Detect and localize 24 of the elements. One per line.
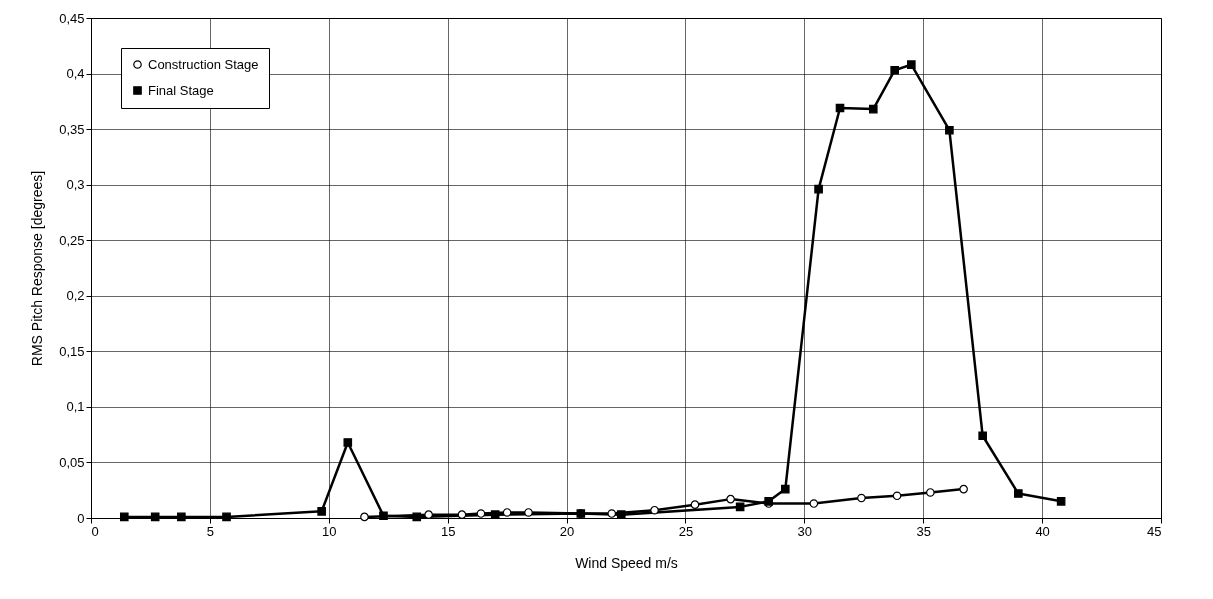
- x-tick-label: 10: [322, 523, 337, 539]
- x-tick-label: 0: [91, 523, 99, 539]
- y-tick-label: 0,45: [59, 10, 85, 26]
- y-tick-label: 0,05: [59, 454, 85, 470]
- x-axis-title: Wind Speed m/s: [575, 554, 678, 571]
- x-tick-label: 25: [678, 523, 694, 539]
- x-tick-label: 35: [916, 523, 931, 539]
- legend-label: Final Stage: [148, 82, 214, 98]
- y-tick-label: 0: [77, 510, 85, 526]
- y-tick-label: 0,4: [66, 66, 85, 82]
- y-tick-label: 0,2: [66, 288, 85, 304]
- x-tick-label: 30: [797, 523, 813, 539]
- y-tick-label: 0,1: [66, 399, 85, 415]
- x-tick-label: 15: [440, 523, 456, 539]
- y-tick-label: 0,25: [59, 232, 85, 248]
- legend-label: Construction Stage: [148, 56, 259, 72]
- x-tick-label: 20: [559, 523, 575, 539]
- y-tick-label: 0,15: [59, 343, 85, 359]
- y-axis-title: RMS Pitch Response [degrees]: [29, 170, 46, 367]
- x-tick-label: 40: [1035, 523, 1050, 539]
- y-tick-label: 0,35: [59, 121, 85, 137]
- y-tick-label: 0,3: [66, 177, 85, 193]
- x-tick-label: 5: [206, 523, 215, 539]
- x-tick-label: 45: [1147, 523, 1162, 539]
